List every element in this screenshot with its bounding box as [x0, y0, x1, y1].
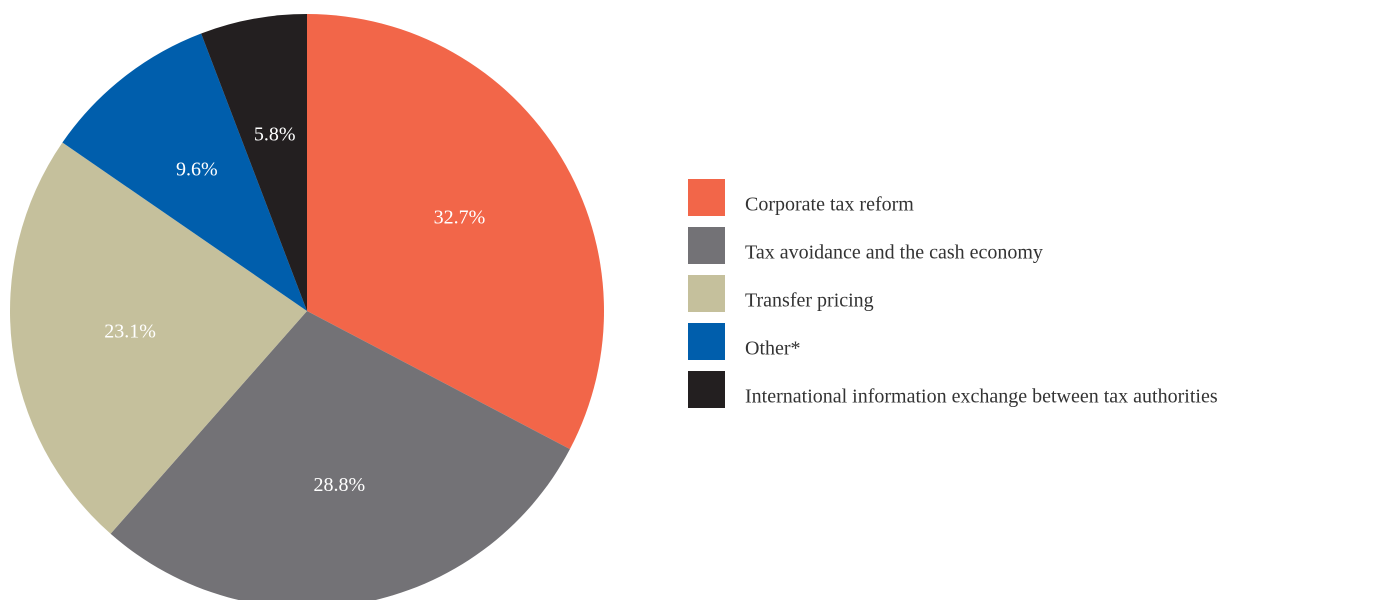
legend-label: Transfer pricing [745, 290, 874, 312]
legend-swatch [688, 227, 725, 264]
value-label: 23.1% [104, 320, 156, 342]
legend-swatch [688, 179, 725, 216]
legend-label: Corporate tax reform [745, 194, 914, 216]
pie-slice [307, 14, 604, 450]
legend-swatch [688, 323, 725, 360]
legend-label: Other* [745, 338, 801, 360]
pie-slice [10, 142, 308, 534]
pie-slice [201, 14, 307, 311]
legend-label: Tax avoidance and the cash economy [745, 242, 1043, 264]
legend-label: International information exchange betwe… [745, 386, 1218, 408]
value-label: 28.8% [313, 474, 365, 496]
value-label: 5.8% [254, 123, 296, 145]
value-label: 9.6% [176, 158, 218, 180]
value-label: 32.7% [434, 206, 486, 228]
legend-swatch [688, 275, 725, 312]
pie-slice [62, 33, 307, 311]
legend-swatch [688, 371, 725, 408]
pie-slice [110, 311, 570, 600]
